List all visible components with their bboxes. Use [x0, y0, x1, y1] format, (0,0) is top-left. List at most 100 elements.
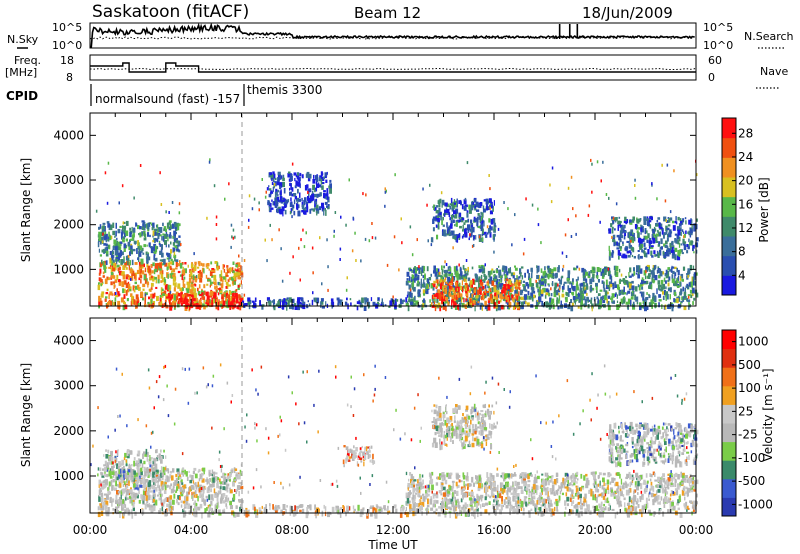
echo-cell [429, 183, 431, 187]
echo-cell [298, 246, 300, 250]
echo-cell [426, 203, 428, 207]
power-colorbar-label: Power [dB] [757, 177, 771, 242]
echo-cell [499, 293, 503, 299]
echo-cell [287, 299, 290, 306]
echo-cell [534, 295, 536, 298]
echo-cell [225, 481, 228, 486]
echo-cell [208, 268, 210, 271]
echo-cell [170, 272, 174, 279]
echo-cell [617, 496, 621, 500]
echo-cell [443, 265, 445, 269]
echo-cell [99, 239, 102, 245]
echo-cell [445, 212, 447, 215]
echo-cell [230, 267, 232, 271]
echo-cell [595, 303, 599, 307]
echo-cell [175, 490, 178, 493]
echo-cell [591, 190, 593, 194]
echo-cell [152, 222, 155, 229]
echo-cell [563, 281, 567, 284]
echo-cell [466, 212, 469, 218]
echo-cell [409, 291, 412, 298]
echo-cell [148, 272, 152, 276]
echo-cell [160, 457, 163, 464]
echo-cell [386, 508, 389, 512]
echo-cell [168, 509, 172, 512]
echo-cell [222, 276, 226, 280]
echo-cell [315, 181, 318, 185]
echo-cell [326, 188, 329, 194]
echo-cell [269, 172, 273, 176]
echo-cell [658, 222, 661, 229]
echo-cell [125, 484, 129, 489]
echo-cell [617, 284, 620, 290]
echo-cell [153, 495, 156, 501]
echo-cell [276, 196, 280, 202]
echo-cell [201, 303, 205, 308]
echo-cell [483, 294, 487, 299]
echo-cell [634, 286, 638, 292]
echo-cell [686, 273, 689, 276]
echo-cell [221, 276, 224, 279]
echo-cell [264, 195, 267, 199]
echo-cell [608, 255, 611, 261]
echo-cell [465, 298, 468, 302]
echo-cell [261, 304, 264, 310]
echo-cell [480, 211, 482, 215]
echo-cell [160, 301, 163, 307]
echo-cell [195, 485, 198, 490]
echo-cell [100, 300, 103, 306]
echo-cell [119, 241, 123, 244]
echo-cell [523, 294, 527, 300]
echo-cell [486, 204, 488, 211]
echo-cell [585, 271, 589, 276]
echo-cell [474, 305, 476, 312]
echo-cell [133, 196, 135, 200]
echo-cell [128, 265, 130, 271]
echo-cell [208, 478, 210, 484]
echo-cell [578, 292, 580, 297]
echo-cell [169, 296, 172, 301]
echo-cell [98, 489, 101, 496]
echo-cell [428, 277, 432, 281]
echo-cell [118, 280, 122, 286]
echo-cell [102, 222, 106, 225]
echo-cell [115, 230, 117, 237]
echo-cell [547, 265, 550, 269]
echo-cell [665, 286, 667, 290]
echo-cell [136, 453, 140, 457]
echo-cell [479, 225, 482, 229]
echo-cell [483, 292, 486, 296]
echo-cell [412, 278, 416, 283]
echo-cell [473, 291, 476, 295]
echo-cell [659, 478, 663, 482]
echo-cell [99, 224, 102, 229]
echo-cell [143, 477, 146, 483]
echo-cell [439, 275, 443, 278]
echo-cell [484, 300, 487, 306]
echo-cell [162, 476, 164, 481]
echo-cell [316, 183, 320, 188]
echo-cell [582, 281, 585, 287]
echo-cell [118, 461, 121, 465]
echo-cell [179, 481, 181, 486]
echo-cell [279, 185, 282, 190]
echo-cell [187, 264, 189, 268]
echo-cell [452, 276, 454, 280]
echo-cell [158, 486, 160, 491]
echo-cell [197, 506, 201, 511]
echo-cell [415, 300, 419, 305]
echo-cell [427, 510, 429, 514]
echo-cell [542, 287, 546, 293]
echo-cell [629, 267, 632, 273]
echo-cell [378, 510, 382, 514]
echo-cell [454, 496, 456, 502]
echo-cell [173, 236, 176, 239]
echo-cell [539, 283, 541, 289]
echo-cell [662, 251, 665, 255]
echo-cell [654, 234, 657, 238]
echo-cell [295, 180, 298, 186]
echo-cell [691, 285, 693, 290]
echo-cell [688, 244, 690, 249]
echo-cell [361, 297, 364, 304]
echo-cell [201, 472, 204, 476]
